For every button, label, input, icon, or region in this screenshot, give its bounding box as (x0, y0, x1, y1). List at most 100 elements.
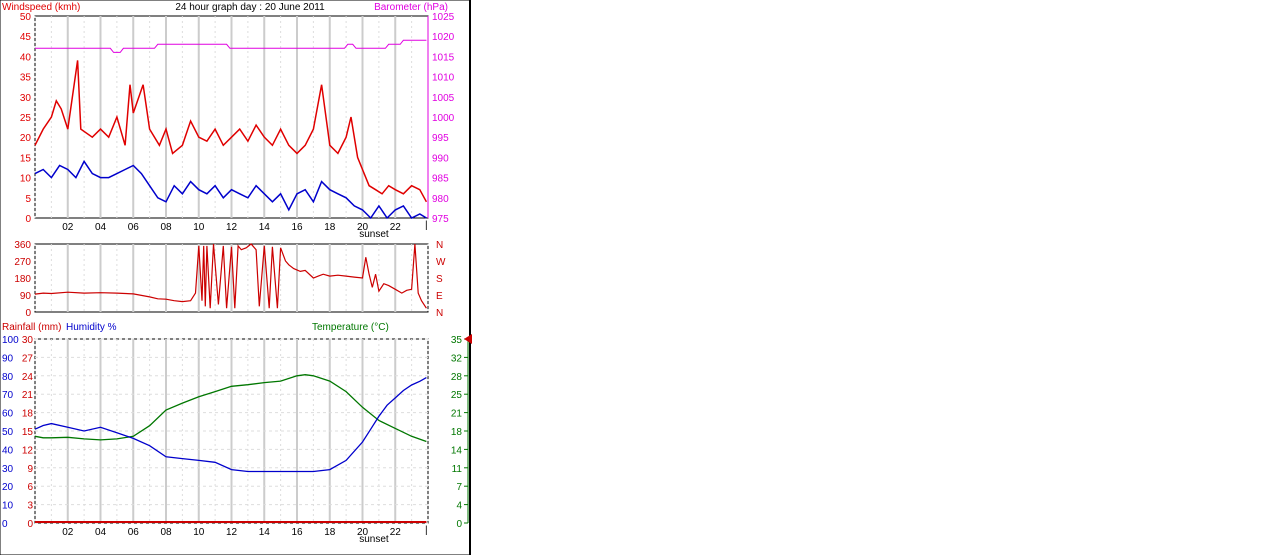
rainfall-ytick-label: 12 (22, 445, 34, 456)
temperature-ytick-label: 18 (451, 427, 463, 438)
wind-ytick-label: 40 (20, 52, 32, 63)
wind-direction-line (34, 243, 427, 309)
wind-xtick-label: 06 (128, 222, 140, 233)
wind-xtick-label: 16 (291, 222, 303, 233)
wind-average-line (34, 159, 427, 220)
wind-ytick-label: 0 (25, 214, 31, 225)
climate-sunset-label: sunset (359, 534, 389, 545)
wind-xtick-label: 20 (357, 222, 369, 233)
compass-label: E (436, 291, 443, 302)
barometer-ytick-label: 1010 (432, 73, 455, 84)
temperature-ytick-label: 0 (456, 519, 462, 530)
climate-xtick-label: 10 (193, 527, 205, 538)
direction-ytick-label: 360 (14, 240, 31, 251)
wind-xtick-label: 22 (390, 222, 402, 233)
humidity-ytick-label: 100 (2, 335, 19, 346)
humidity-ytick-label: 70 (2, 390, 14, 401)
climate-xtick-label: 12 (226, 527, 238, 538)
rainfall-ytick-label: 3 (27, 501, 33, 512)
barometer-axis-title: Barometer (hPa) (374, 2, 448, 13)
rainfall-ytick-label: 9 (27, 464, 33, 475)
rainfall-ytick-label: 30 (22, 335, 34, 346)
climate-xtick-label: 14 (259, 527, 271, 538)
wind-ytick-label: 50 (20, 12, 32, 23)
barometer-line (35, 39, 427, 53)
temperature-ytick-label: 32 (451, 353, 463, 364)
climate-xtick-end: | (425, 525, 428, 536)
barometer-ytick-label: 1005 (432, 93, 455, 104)
rainfall-axis-title: Rainfall (mm) (2, 322, 61, 333)
climate-xtick-label: 16 (291, 527, 303, 538)
compass-label: W (436, 257, 446, 268)
climate-xtick-label: 20 (357, 527, 369, 538)
wind-ytick-label: 10 (20, 174, 32, 185)
barometer-ytick-label: 995 (432, 133, 449, 144)
wind-xtick-label: 02 (62, 222, 74, 233)
rainfall-ytick-label: 24 (22, 372, 34, 383)
humidity-ytick-label: 80 (2, 372, 14, 383)
wind-gust-line (34, 60, 428, 203)
direction-ytick-label: 270 (14, 257, 31, 268)
climate-xtick-label: 02 (62, 527, 74, 538)
wind-xtick-end: | (425, 220, 428, 231)
rainfall-ytick-label: 21 (22, 390, 34, 401)
temperature-ytick-label: 25 (451, 390, 463, 401)
wind-ytick-label: 15 (20, 153, 32, 164)
humidity-ytick-label: 40 (2, 445, 14, 456)
wind-sunset-label: sunset (359, 229, 389, 240)
climate-xtick-label: 06 (128, 527, 140, 538)
wind-xtick-label: 18 (324, 222, 336, 233)
rainfall-ytick-label: 0 (27, 519, 33, 530)
temperature-ytick-label: 21 (451, 409, 463, 420)
wind-ytick-label: 35 (20, 73, 32, 84)
wind-ytick-label: 25 (20, 113, 32, 124)
wind-xtick-label: 14 (259, 222, 271, 233)
rainfall-ytick-label: 27 (22, 353, 34, 364)
temperature-axis-title: Temperature (°C) (312, 322, 389, 333)
humidity-ytick-label: 30 (2, 464, 14, 475)
wind-ytick-label: 30 (20, 93, 32, 104)
temperature-ytick-label: 11 (452, 464, 463, 475)
compass-label: N (436, 240, 443, 251)
humidity-ytick-label: 10 (2, 501, 14, 512)
wind-xtick-label: 12 (226, 222, 238, 233)
direction-ytick-label: 180 (14, 274, 31, 285)
temperature-marker-arrow (464, 334, 472, 344)
climate-xtick-label: 08 (160, 527, 172, 538)
rainfall-ytick-label: 18 (22, 409, 34, 420)
climate-xtick-label: 18 (324, 527, 336, 538)
temperature-ytick-label: 35 (451, 335, 463, 346)
humidity-ytick-label: 0 (2, 519, 8, 530)
humidity-ytick-label: 60 (2, 409, 14, 420)
humidity-ytick-label: 90 (2, 353, 14, 364)
barometer-ytick-label: 1025 (432, 12, 455, 23)
barometer-ytick-label: 980 (432, 194, 449, 205)
temperature-ytick-label: 7 (456, 482, 462, 493)
barometer-ytick-label: 1015 (432, 52, 455, 63)
chart-title: 24 hour graph day : 20 June 2011 (175, 2, 325, 13)
humidity-ytick-label: 50 (2, 427, 14, 438)
humidity-axis-title: Humidity % (66, 322, 117, 333)
compass-label: S (436, 274, 443, 285)
temperature-ytick-label: 14 (451, 445, 463, 456)
wind-axis-title: Windspeed (kmh) (2, 2, 80, 13)
wind-xtick-label: 04 (95, 222, 107, 233)
climate-xtick-label: 04 (95, 527, 107, 538)
wind-ytick-label: 45 (20, 32, 32, 43)
humidity-line (34, 377, 427, 473)
wind-xtick-label: 08 (160, 222, 172, 233)
temperature-ytick-label: 28 (451, 372, 463, 383)
wind-ytick-label: 5 (25, 194, 31, 205)
climate-xtick-label: 22 (390, 527, 402, 538)
barometer-ytick-label: 1020 (432, 32, 455, 43)
compass-label: N (436, 308, 443, 319)
rainfall-ytick-label: 15 (22, 427, 34, 438)
barometer-ytick-label: 975 (432, 214, 449, 225)
temperature-line (34, 374, 427, 443)
direction-ytick-label: 0 (25, 308, 31, 319)
barometer-ytick-label: 990 (432, 153, 449, 164)
barometer-ytick-label: 985 (432, 174, 449, 185)
direction-ytick-label: 90 (20, 291, 32, 302)
barometer-ytick-label: 1000 (432, 113, 455, 124)
